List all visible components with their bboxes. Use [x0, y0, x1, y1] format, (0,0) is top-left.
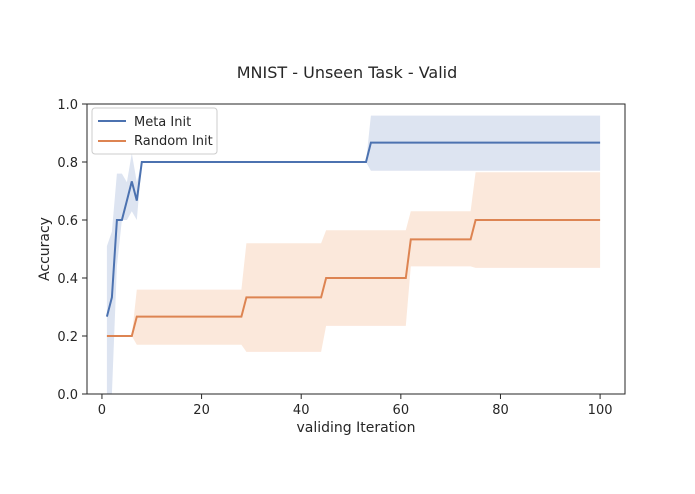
x-tick-label: 100: [588, 403, 613, 418]
x-axis-ticks: 0 20 40 60 80 100: [98, 394, 613, 418]
legend-box: [91, 107, 218, 155]
chart-title: MNIST - Unseen Task - Valid: [237, 63, 458, 82]
series-line-meta-init: [105, 141, 601, 317]
x-tick-label: 80: [492, 403, 509, 418]
y-axis-ticks: 0.0 0.2 0.4 0.6 0.8 1.0: [57, 98, 87, 403]
x-tick-label: 40: [293, 403, 310, 418]
plot-frame: [86, 103, 626, 395]
y-tick-label: 0.8: [57, 156, 78, 171]
series-lines: [105, 141, 601, 337]
x-tick-label: 0: [98, 403, 106, 418]
series-line-random-init: [106, 219, 601, 337]
y-tick-label: 0.6: [57, 214, 78, 229]
x-axis-label: validing Iteration: [296, 420, 415, 436]
x-tick-label: 20: [193, 403, 210, 418]
y-tick-label: 0.0: [57, 388, 78, 403]
legend: Meta Init Random Init: [91, 107, 218, 155]
legend-label-meta-init: Meta Init: [134, 115, 191, 130]
y-tick-label: 0.4: [57, 272, 78, 287]
y-axis-label: Accuracy: [37, 217, 53, 281]
y-tick-label: 0.2: [57, 330, 78, 345]
legend-label-random-init: Random Init: [134, 134, 213, 149]
x-tick-label: 60: [393, 403, 410, 418]
band-random-init: [106, 172, 601, 352]
y-tick-label: 1.0: [57, 98, 78, 113]
